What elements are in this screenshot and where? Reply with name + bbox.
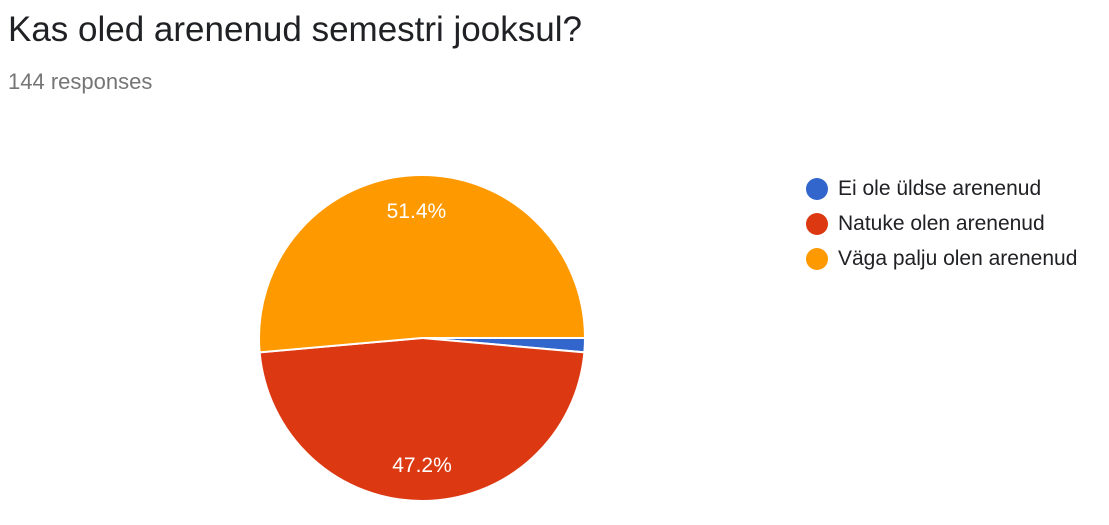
question-title: Kas oled arenenud semestri jooksul? [8, 10, 582, 49]
legend-item[interactable]: Väga palju olen arenenud [806, 241, 1077, 276]
pie-labels: 47.2% 51.4% [387, 200, 452, 477]
legend-label: Ei ole üldse arenenud [838, 176, 1042, 200]
legend-swatch [806, 247, 828, 270]
pie-slices [258, 174, 587, 503]
legend-label: Natuke olen arenenud [838, 211, 1045, 235]
pie-slice[interactable] [258, 336, 586, 503]
slice-value-label: 47.2% [392, 454, 452, 477]
slice-value-label: 51.4% [387, 200, 447, 223]
response-count: 144 responses [8, 69, 153, 94]
legend-swatch [806, 212, 828, 235]
chart-legend: Ei ole üldse arenenud Natuke olen arenen… [806, 171, 1077, 276]
pie-slice[interactable] [258, 174, 587, 354]
legend-item[interactable]: Natuke olen arenenud [806, 206, 1077, 241]
legend-label: Väga palju olen arenenud [838, 246, 1078, 270]
legend-item[interactable]: Ei ole üldse arenenud [806, 171, 1077, 206]
legend-swatch [806, 177, 828, 200]
